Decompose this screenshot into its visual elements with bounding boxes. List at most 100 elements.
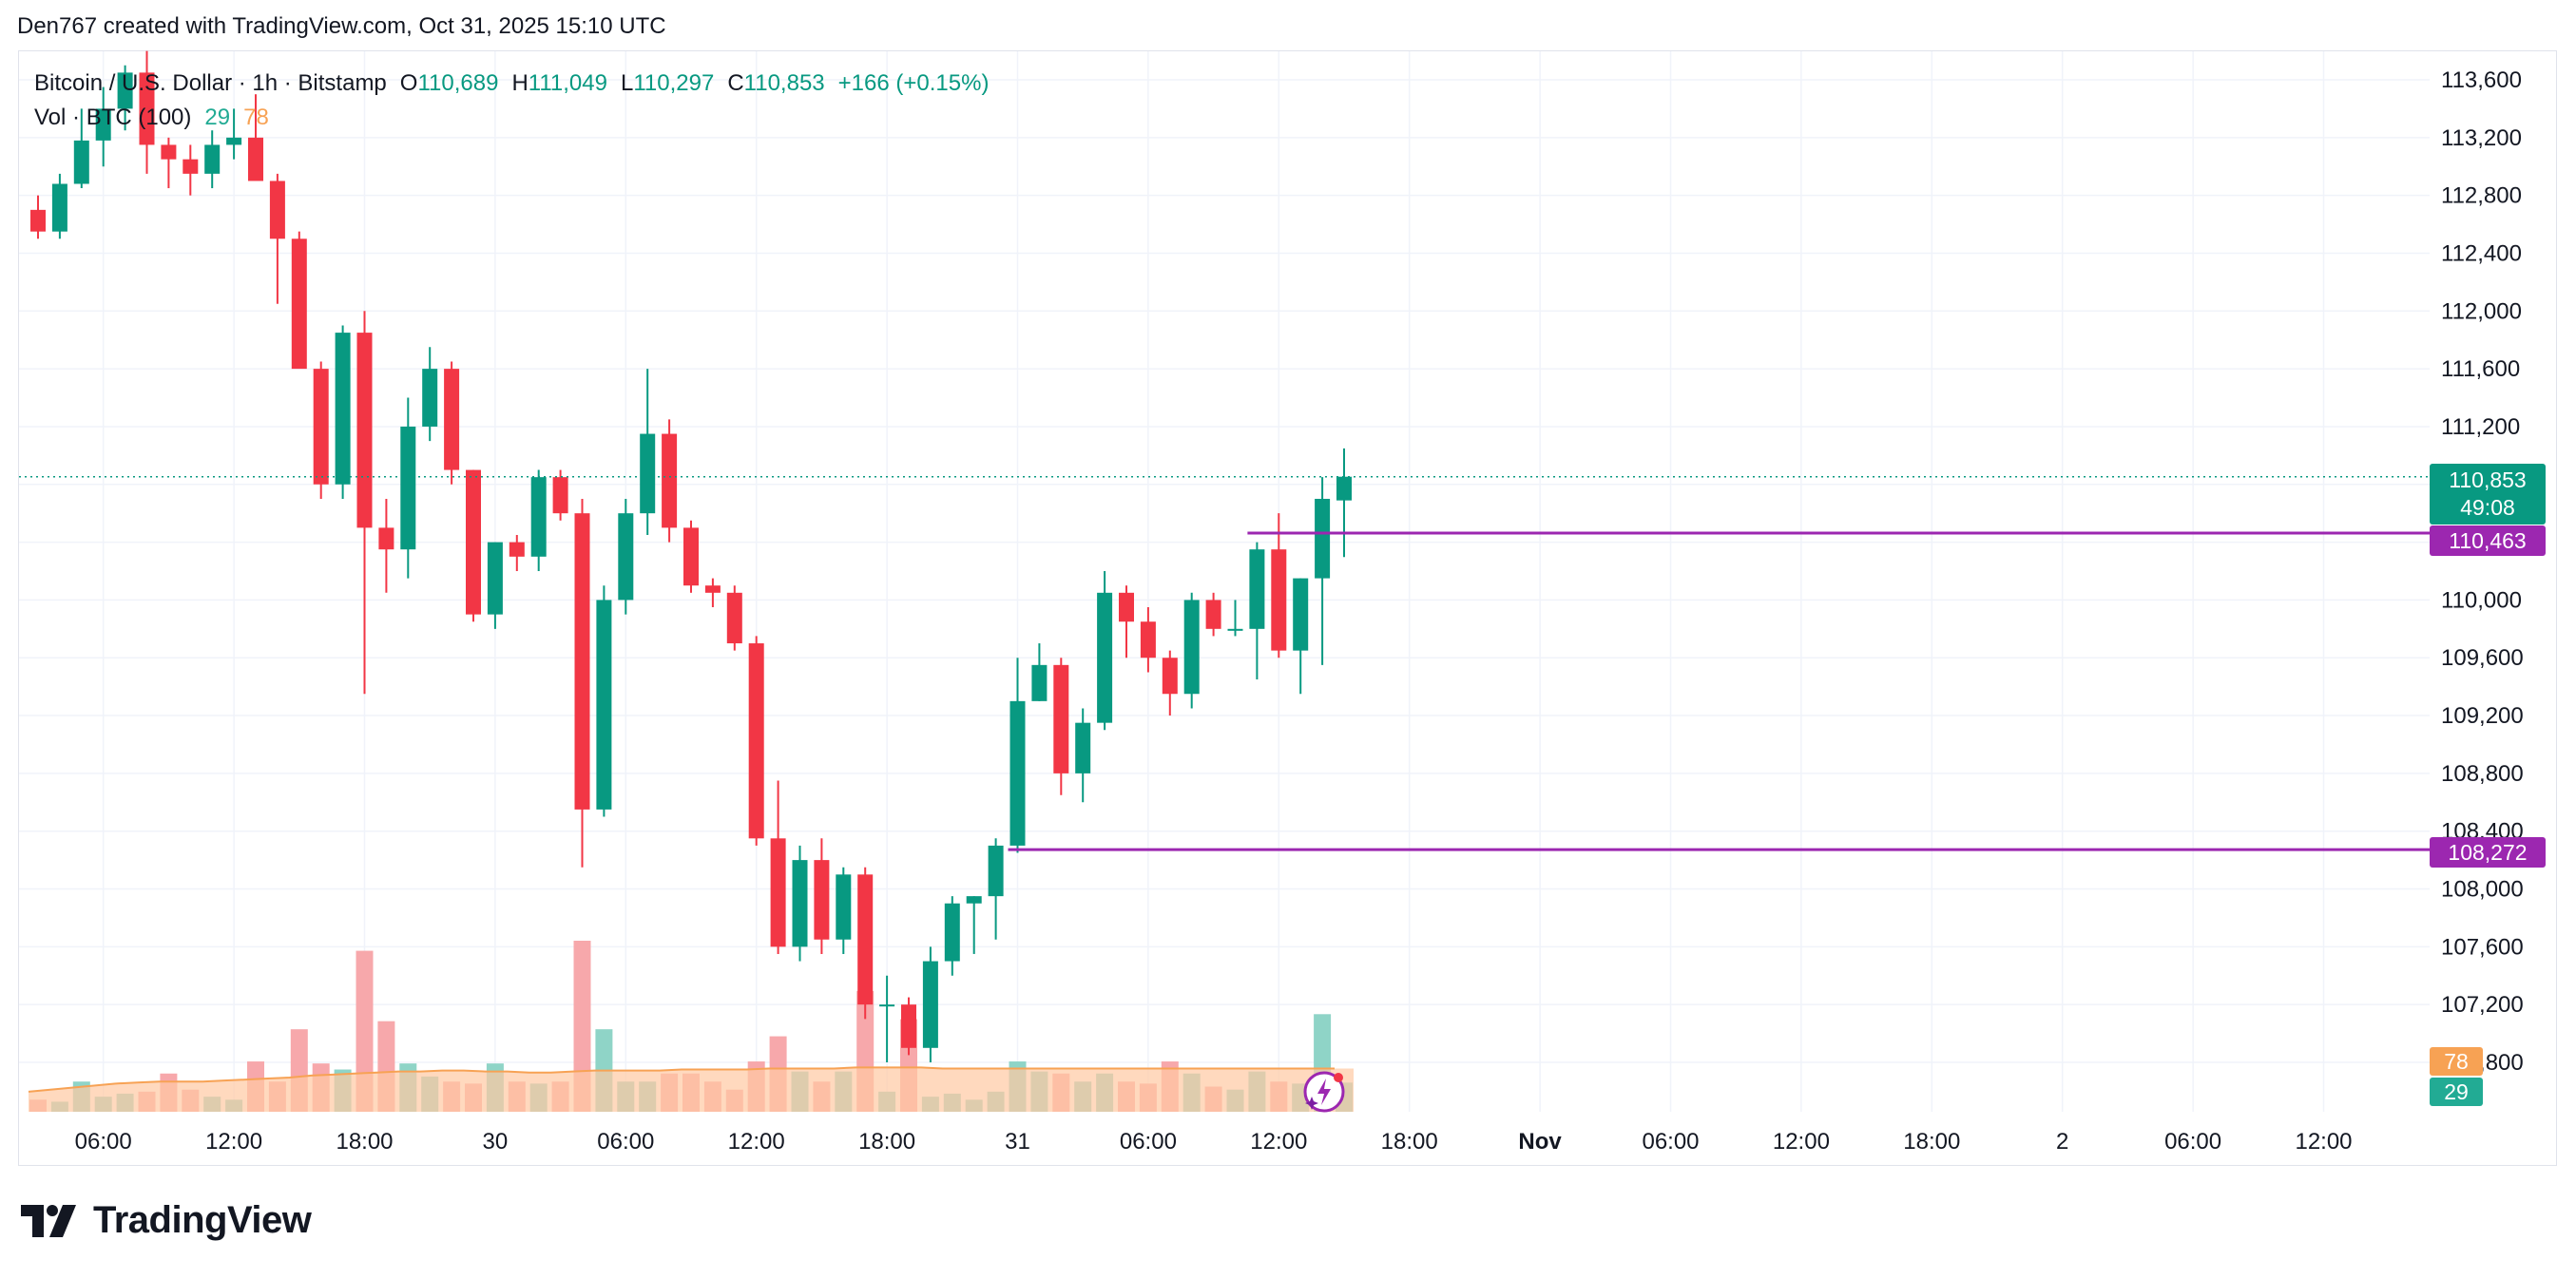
candle-body <box>51 183 67 232</box>
x-tick-label: 12:00 <box>2295 1129 2352 1155</box>
candle <box>291 231 307 370</box>
candle-body <box>509 542 525 557</box>
candle <box>444 361 460 485</box>
candle <box>704 578 721 608</box>
volume-sma-tag: 78 <box>2430 1047 2483 1076</box>
candle-body <box>1336 476 1352 501</box>
price-axis[interactable]: 106,800107,200107,600108,000108,400108,8… <box>2441 67 2524 1076</box>
volume-sma-line <box>28 1066 1335 1093</box>
y-tick-label: 112,800 <box>2441 183 2522 209</box>
candle <box>248 94 263 181</box>
candle <box>183 144 199 196</box>
x-tick-label: 31 <box>1005 1129 1030 1155</box>
candle <box>1053 658 1069 795</box>
candle-body <box>1205 600 1221 629</box>
candle-body <box>378 527 394 550</box>
candle <box>1227 600 1243 637</box>
legend-open: 110,689 <box>417 70 499 96</box>
time-axis[interactable]: 06:00 12:00 18:00 30 06:00 12:00 18:00 31 06:00 1… <box>75 1129 2353 1155</box>
candles <box>30 50 1352 1062</box>
candle-body <box>444 369 460 470</box>
candle <box>313 361 329 499</box>
candle <box>901 997 916 1056</box>
candle-body <box>248 137 263 181</box>
candle <box>95 86 111 167</box>
candle <box>574 498 590 868</box>
candle <box>1205 592 1221 637</box>
candle-body <box>770 838 786 947</box>
candle <box>466 469 481 622</box>
candle-body <box>183 159 199 174</box>
candle-body <box>944 903 960 962</box>
sparkle-lightning-icon[interactable] <box>1300 1068 1348 1116</box>
candle <box>161 137 177 189</box>
candle <box>640 369 656 535</box>
candle <box>814 838 830 954</box>
candle <box>51 173 67 239</box>
candle-body <box>530 477 547 557</box>
x-tick-label: 06:00 <box>597 1129 654 1155</box>
candle-body <box>683 527 699 586</box>
candle-body <box>901 1004 916 1048</box>
horizontal-levels[interactable] <box>1008 531 2431 851</box>
volume-bar <box>356 950 374 1112</box>
candle-body <box>400 426 416 550</box>
x-tick-label: 06:00 <box>2164 1129 2221 1155</box>
volume-sma-area <box>28 1066 1354 1112</box>
y-tick-label: 109,200 <box>2441 703 2524 729</box>
candle <box>356 311 373 695</box>
candle <box>30 195 46 239</box>
candle-body <box>726 592 742 644</box>
candle-body <box>704 585 721 593</box>
candle <box>922 946 938 1062</box>
legend-volume-label[interactable]: Vol · BTC (100) <box>34 105 192 130</box>
candle <box>662 419 678 543</box>
candle-body <box>1293 578 1309 651</box>
volume-bar <box>573 941 591 1112</box>
candle <box>748 636 764 846</box>
candle <box>726 585 742 651</box>
candle-body <box>1227 628 1243 631</box>
chart-legend: Bitcoin / U.S. Dollar · 1h · Bitstamp O11… <box>34 67 989 135</box>
candle <box>1119 585 1134 659</box>
tradingview-brand[interactable]: TradingView <box>21 1199 312 1242</box>
x-tick-label: 06:00 <box>75 1129 132 1155</box>
legend-high: 111,049 <box>528 70 607 96</box>
candle <box>879 975 895 1062</box>
candle <box>1097 571 1113 731</box>
y-tick-label: 108,000 <box>2441 877 2524 903</box>
y-tick-label: 110,000 <box>2441 587 2522 613</box>
last-price-value: 110,853 <box>2449 468 2527 492</box>
candle <box>836 867 852 954</box>
candle-body <box>662 433 678 528</box>
legend-change: +166 (+0.15%) <box>837 70 990 96</box>
level-upper-tag: 110,463 <box>2430 525 2546 556</box>
legend-symbol[interactable]: Bitcoin / U.S. Dollar · 1h · Bitstamp <box>34 70 387 96</box>
volume-sma-fill <box>29 1067 1354 1112</box>
y-tick-label: 113,600 <box>2441 67 2522 93</box>
candle-body <box>552 477 568 514</box>
candle-body <box>1271 549 1287 651</box>
candle <box>1183 592 1200 709</box>
x-tick-label: Nov <box>1518 1129 1562 1155</box>
candle-body <box>117 72 133 109</box>
candle-body <box>161 144 177 160</box>
chart-frame[interactable] <box>18 50 2557 1166</box>
candle-body <box>1183 600 1200 695</box>
y-tick-label: 112,400 <box>2441 240 2522 266</box>
legend-open-label: O <box>399 70 418 96</box>
grid-lines <box>19 51 2430 1112</box>
legend-close: 110,853 <box>743 70 825 96</box>
candle-body <box>226 137 242 145</box>
y-tick-label: 108,800 <box>2441 761 2524 787</box>
legend-volume-value: 29 <box>204 105 231 130</box>
y-tick-label: 107,600 <box>2441 934 2524 960</box>
candle <box>596 585 612 817</box>
candle <box>857 867 874 1020</box>
candle <box>1249 542 1265 680</box>
candle <box>530 469 547 571</box>
candle-body <box>836 874 852 940</box>
tradingview-logo-icon <box>21 1204 76 1237</box>
candle <box>73 108 89 189</box>
